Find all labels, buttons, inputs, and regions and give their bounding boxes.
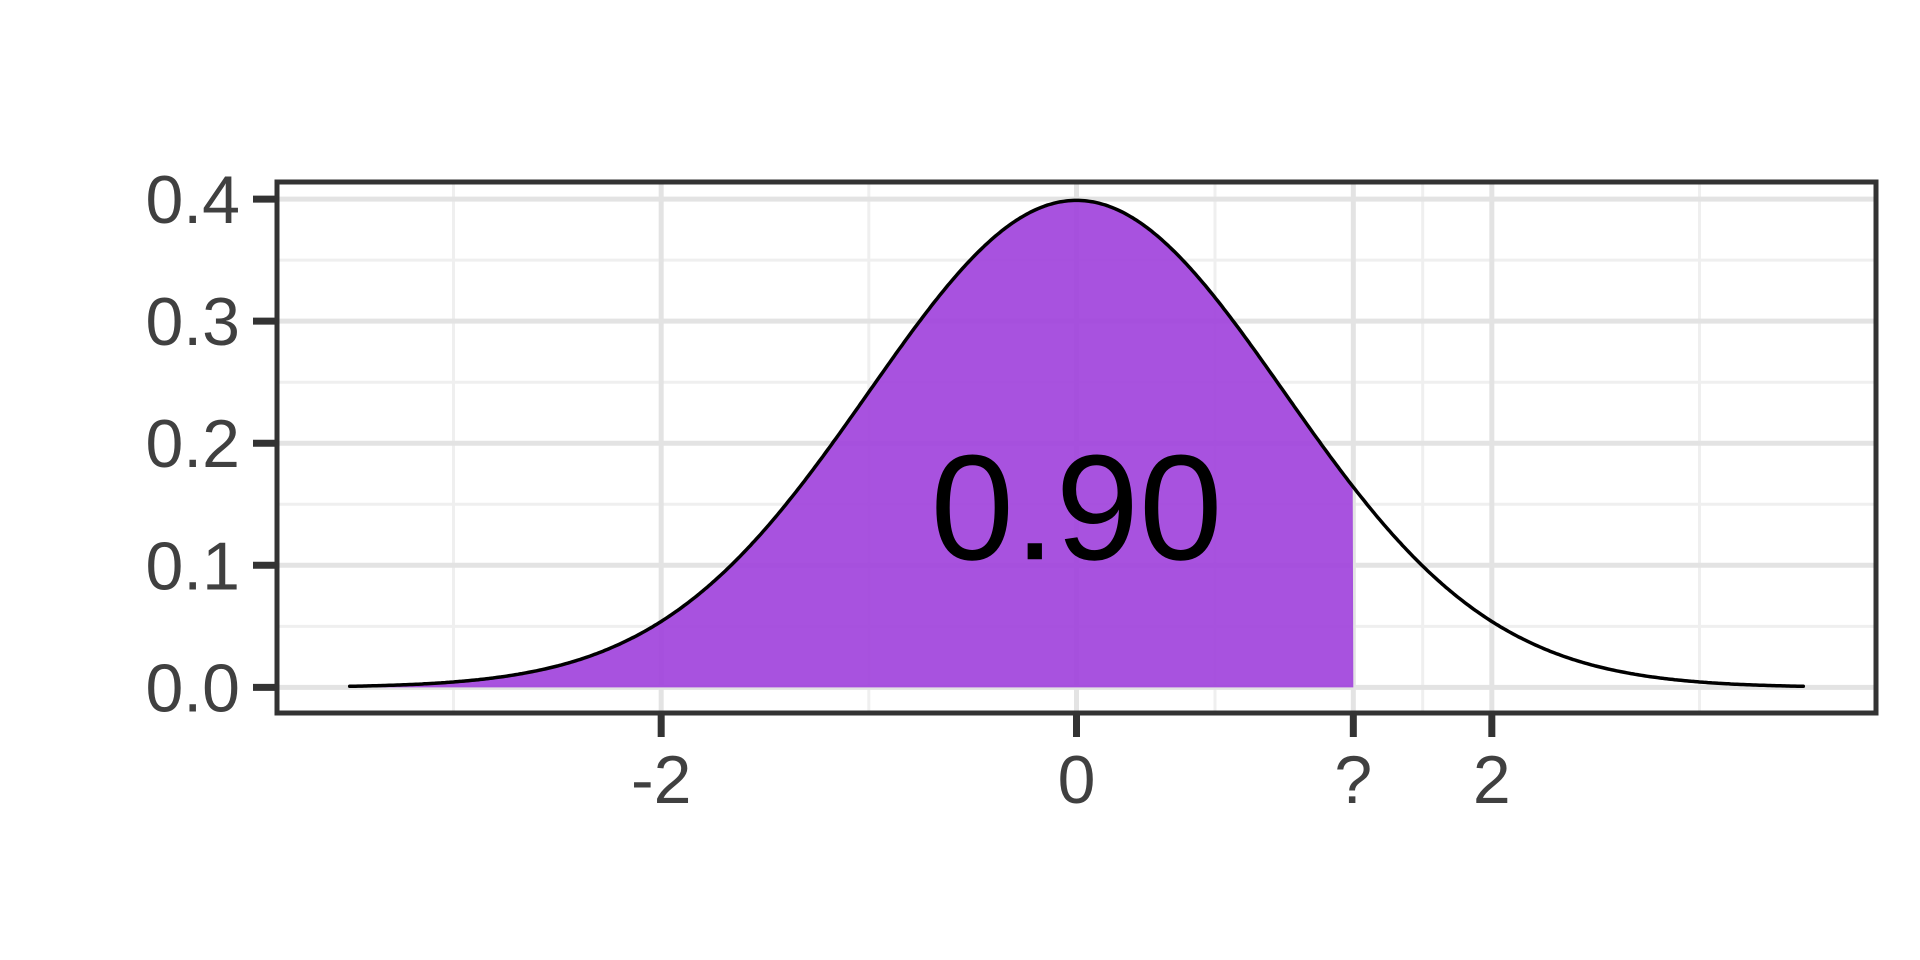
axis-ticks bbox=[253, 195, 1496, 737]
axis-labels: -2 0? 2 0.0 0.1 0.2 0.3 0.4 bbox=[145, 162, 1510, 818]
x-tick-label: 2 bbox=[1473, 742, 1511, 818]
shaded-area bbox=[349, 200, 1354, 688]
y-tick-label: 0.4 bbox=[145, 162, 240, 238]
x-tick-label: 0 bbox=[1058, 742, 1096, 818]
y-tick-label: 0.2 bbox=[145, 406, 240, 482]
y-tick-label: 0.3 bbox=[145, 284, 240, 360]
panel-border bbox=[274, 179, 1879, 716]
x-tick-label: ? bbox=[1334, 742, 1372, 818]
x-tick-label: -2 bbox=[631, 742, 691, 818]
density-curve bbox=[347, 198, 1806, 689]
y-tick-label: 0.1 bbox=[145, 528, 240, 604]
y-tick-label: 0.0 bbox=[145, 650, 240, 726]
shaded-area-probability-label: 0.90 bbox=[931, 423, 1223, 591]
